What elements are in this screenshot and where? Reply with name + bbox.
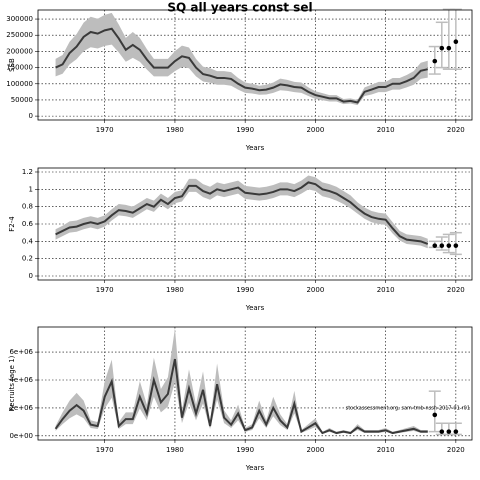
y-tick-label: 0.6 bbox=[22, 220, 34, 228]
y-tick-label: 6e+06 bbox=[9, 348, 33, 356]
x-tick-label: 1970 bbox=[96, 126, 114, 134]
forecast-point bbox=[432, 243, 438, 248]
plot-frame bbox=[37, 9, 473, 121]
y-tick-label: 200000 bbox=[6, 47, 33, 55]
y-axis-label: Recruits (age 1) bbox=[8, 355, 16, 411]
x-tick-label: 2000 bbox=[306, 126, 324, 134]
forecast-point bbox=[439, 243, 445, 248]
y-tick-label: 300000 bbox=[6, 15, 33, 23]
estimate-line bbox=[55, 181, 429, 245]
forecast-point bbox=[432, 412, 438, 418]
y-axis-label: SSB bbox=[8, 58, 16, 72]
forecast-point bbox=[446, 45, 452, 51]
confidence-band bbox=[55, 12, 428, 106]
forecast-point bbox=[432, 58, 438, 64]
forecast-point bbox=[446, 429, 452, 434]
x-tick-label: 2020 bbox=[447, 286, 465, 294]
y-tick-label: 0 bbox=[29, 272, 33, 280]
x-tick-label: 1980 bbox=[166, 286, 184, 294]
x-tick-label: 2020 bbox=[447, 126, 465, 134]
x-tick-label: 1990 bbox=[236, 446, 254, 454]
y-tick-label: 1 bbox=[29, 185, 33, 193]
x-tick-label: 1970 bbox=[96, 446, 114, 454]
y-tick-label: 0.8 bbox=[22, 203, 33, 211]
estimate-line bbox=[55, 27, 428, 104]
x-tick-label: 2000 bbox=[306, 286, 324, 294]
x-tick-label: 2010 bbox=[377, 126, 395, 134]
y-tick-label: 0 bbox=[29, 112, 33, 120]
x-tick-label: 1980 bbox=[166, 126, 184, 134]
x-tick-label: 2010 bbox=[377, 286, 395, 294]
plot-frame bbox=[37, 167, 473, 281]
y-tick-label: 0.2 bbox=[22, 255, 33, 263]
x-tick-label: 1990 bbox=[236, 126, 254, 134]
y-tick-label: 50000 bbox=[11, 96, 33, 104]
x-axis-label: Years bbox=[245, 304, 265, 312]
x-tick-label: 1970 bbox=[96, 286, 114, 294]
forecast-point bbox=[453, 429, 459, 434]
x-axis-label: Years bbox=[245, 144, 265, 152]
y-tick-label: 150000 bbox=[6, 64, 33, 72]
forecast-point bbox=[446, 243, 452, 248]
x-tick-label: 2010 bbox=[377, 446, 395, 454]
x-tick-label: 2020 bbox=[447, 446, 465, 454]
x-axis-label: Years bbox=[245, 464, 265, 472]
confidence-band bbox=[55, 175, 428, 249]
x-tick-label: 1990 bbox=[236, 286, 254, 294]
forecast-point bbox=[453, 39, 459, 45]
forecast-point bbox=[439, 45, 445, 51]
forecast-point bbox=[439, 429, 445, 434]
y-tick-label: 2e+06 bbox=[9, 404, 33, 412]
y-tick-label: 0e+00 bbox=[9, 432, 33, 440]
annotation: stockassessment.org, sam-tmb-nssh-2017-0… bbox=[346, 405, 470, 411]
x-tick-label: 2000 bbox=[306, 446, 324, 454]
y-tick-label: 0.4 bbox=[22, 237, 34, 245]
chart-title: SQ all years const sel bbox=[167, 1, 312, 15]
y-tick-label: 1.2 bbox=[22, 168, 33, 176]
plot-frame bbox=[37, 326, 473, 441]
x-tick-label: 1980 bbox=[166, 446, 184, 454]
y-tick-label: 4e+06 bbox=[9, 376, 33, 384]
estimate-line bbox=[54, 358, 428, 435]
y-tick-label: 250000 bbox=[6, 31, 33, 39]
y-axis-label: F2-4 bbox=[8, 216, 16, 232]
y-tick-label: 100000 bbox=[6, 80, 33, 88]
forecast-point bbox=[453, 243, 459, 248]
